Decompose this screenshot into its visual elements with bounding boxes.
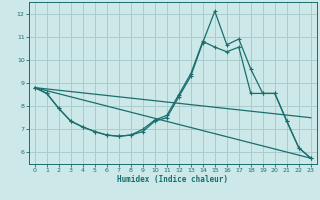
X-axis label: Humidex (Indice chaleur): Humidex (Indice chaleur) — [117, 175, 228, 184]
